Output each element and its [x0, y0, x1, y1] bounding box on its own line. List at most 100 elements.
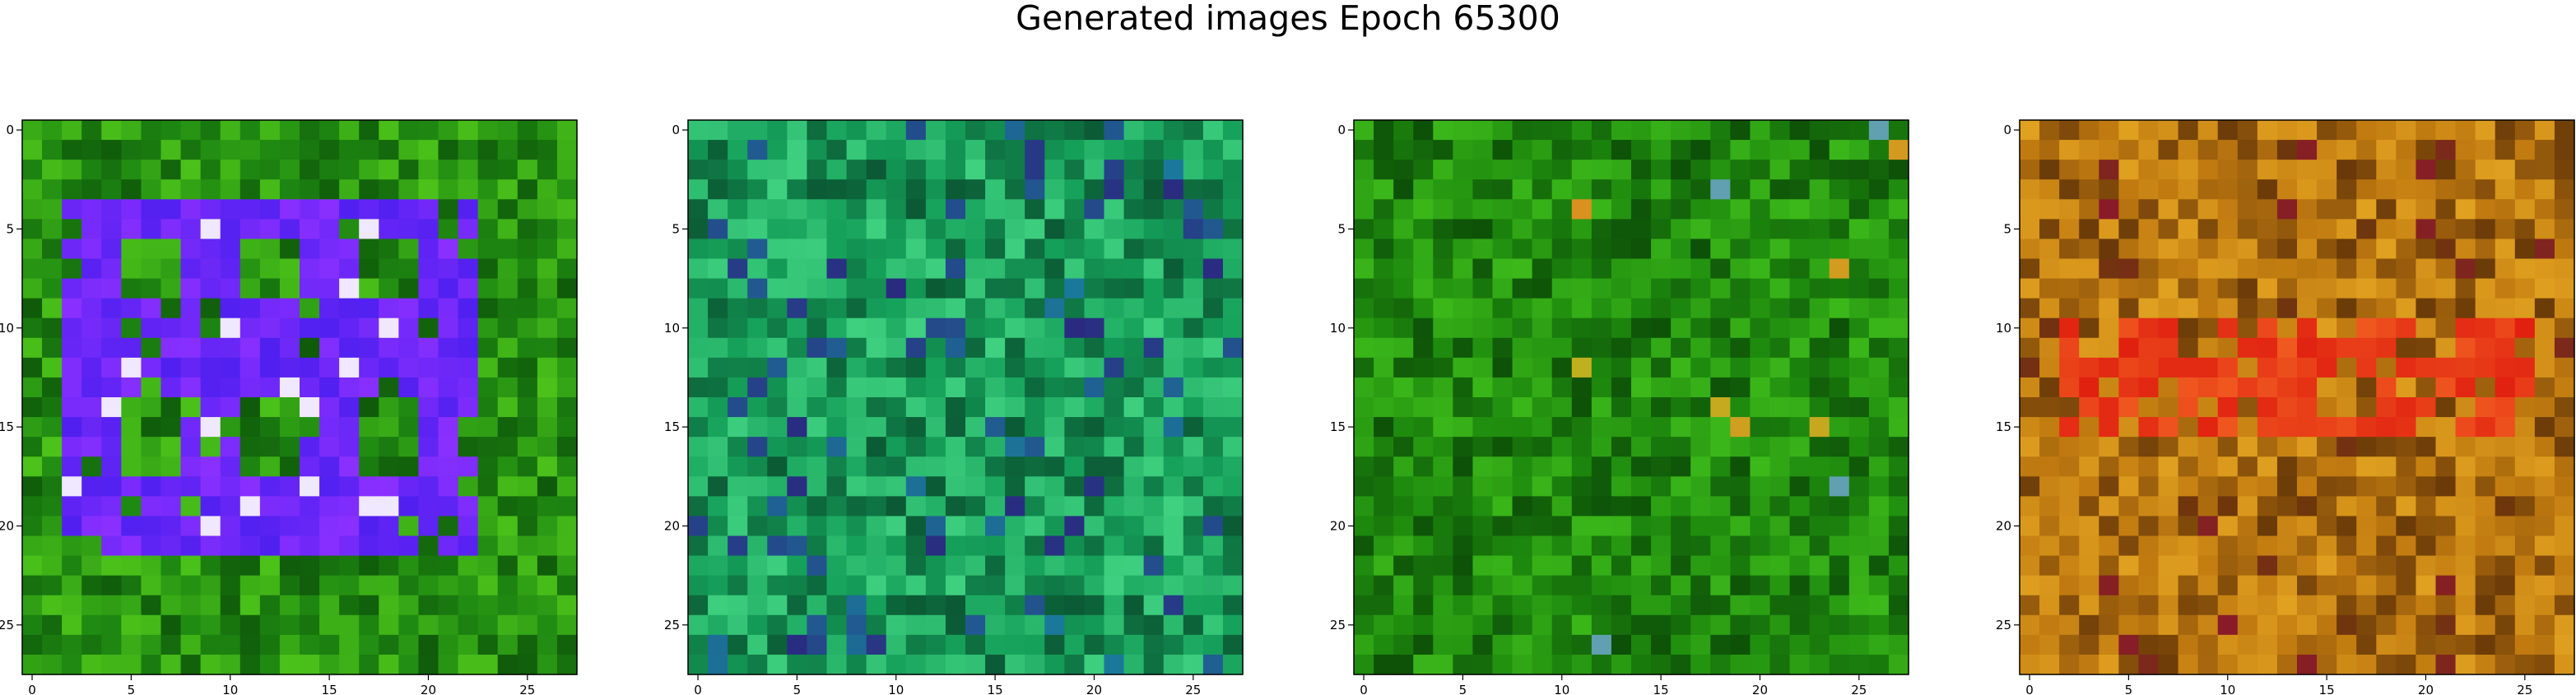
pixel-cell: [2337, 614, 2357, 636]
pixel-cell: [2257, 377, 2278, 398]
pixel-cell: [160, 377, 182, 398]
pixel-cell: [121, 456, 142, 477]
pixel-cell: [239, 555, 261, 577]
pixel-cell: [2376, 179, 2397, 200]
pixel-cell: [141, 120, 162, 141]
pixel-cell: [2197, 634, 2219, 656]
pixel-cell: [1005, 397, 1025, 418]
pixel-cell: [239, 298, 261, 319]
pixel-cell: [1044, 239, 1065, 260]
pixel-cell: [319, 377, 340, 398]
pixel-cell: [1690, 278, 1711, 299]
pixel-cell: [2158, 397, 2179, 418]
pixel-cell: [339, 614, 360, 636]
pixel-cell: [220, 654, 241, 675]
pixel-cell: [2534, 239, 2555, 260]
pixel-cell: [2138, 298, 2160, 319]
pixel-cell: [517, 634, 538, 656]
pixel-cell: [2337, 476, 2357, 497]
pixel-cell: [2020, 397, 2040, 418]
pixel-cell: [2257, 140, 2278, 160]
pixel-cell: [1104, 377, 1125, 398]
pixel-cell: [767, 595, 788, 616]
pixel-cell: [1710, 555, 1731, 577]
pixel-cell: [279, 476, 300, 497]
pixel-cell: [537, 160, 558, 180]
pixel-cell: [62, 575, 82, 596]
pixel-cell: [379, 160, 399, 180]
pixel-cell: [985, 199, 1006, 220]
pixel-cell: [2039, 140, 2060, 160]
pixel-cell: [220, 160, 241, 180]
pixel-cell: [200, 258, 221, 280]
pixel-cell: [239, 634, 261, 656]
pixel-cell: [1789, 377, 1811, 398]
pixel-cell: [141, 595, 162, 616]
pixel-cell: [1809, 476, 1830, 497]
pixel-cell: [379, 120, 399, 141]
pixel-cell: [1611, 160, 1632, 180]
pixel-cell: [767, 258, 788, 280]
pixel-cell: [1413, 634, 1434, 656]
pixel-cell: [965, 298, 986, 319]
pixel-cell: [1453, 298, 1474, 319]
pixel-cell: [1512, 634, 1533, 656]
pixel-cell: [22, 219, 43, 240]
pixel-cell: [1532, 516, 1553, 537]
pixel-cell: [62, 614, 82, 636]
pixel-cell: [1690, 634, 1711, 656]
pixel-cell: [1413, 496, 1434, 517]
pixel-cell: [747, 120, 768, 141]
pixel-cell: [62, 516, 82, 537]
pixel-cell: [2158, 199, 2179, 220]
pixel-cell: [905, 357, 927, 378]
pixel-cell: [1453, 160, 1474, 180]
pixel-cell: [866, 456, 887, 477]
pixel-cell: [945, 179, 966, 200]
pixel-cell: [1005, 278, 1025, 299]
pixel-cell: [556, 120, 578, 141]
pixel-cell: [2059, 160, 2080, 180]
pixel-cell: [826, 555, 848, 577]
pixel-cell: [1222, 496, 1244, 517]
pixel-cell: [2039, 437, 2060, 457]
pixel-cell: [1848, 298, 1870, 319]
pixel-cell: [279, 634, 300, 656]
pixel-cell: [1433, 199, 1453, 220]
pixel-cell: [2158, 417, 2179, 438]
pixel-cell: [925, 239, 946, 260]
pixel-cell: [101, 160, 122, 180]
pixel-cell: [22, 377, 43, 398]
pixel-cell: [807, 555, 828, 577]
pixel-cell: [279, 258, 300, 280]
pixel-cell: [42, 476, 63, 497]
pixel-cell: [2178, 258, 2199, 280]
pixel-cell: [708, 575, 728, 596]
pixel-cell: [2276, 199, 2298, 220]
pixel-cell: [1472, 317, 1494, 339]
pixel-cell: [1354, 476, 1374, 497]
pixel-cell: [1829, 258, 1850, 280]
pixel-cell: [379, 140, 399, 160]
y-tick-label: 20: [1330, 518, 1346, 533]
pixel-cell: [1005, 516, 1025, 537]
pixel-cell: [1025, 377, 1045, 398]
pixel-cell: [42, 634, 63, 656]
pixel-cell: [477, 258, 499, 280]
pixel-cell: [1005, 496, 1025, 517]
pixel-cell: [1354, 654, 1374, 675]
pixel-cell: [866, 357, 887, 378]
pixel-cell: [1433, 417, 1453, 438]
pixel-cell: [319, 535, 340, 557]
pixel-cell: [1183, 654, 1204, 675]
pixel-cell: [1472, 357, 1494, 378]
pixel-cell: [2297, 595, 2318, 616]
pixel-cell: [81, 595, 102, 616]
pixel-cell: [2514, 199, 2536, 220]
pixel-cell: [1690, 258, 1711, 280]
pixel-cell: [965, 476, 986, 497]
pixel-cell: [886, 654, 907, 675]
pixel-cell: [925, 496, 946, 517]
pixel-cell: [121, 239, 142, 260]
pixel-cell: [2554, 337, 2575, 359]
